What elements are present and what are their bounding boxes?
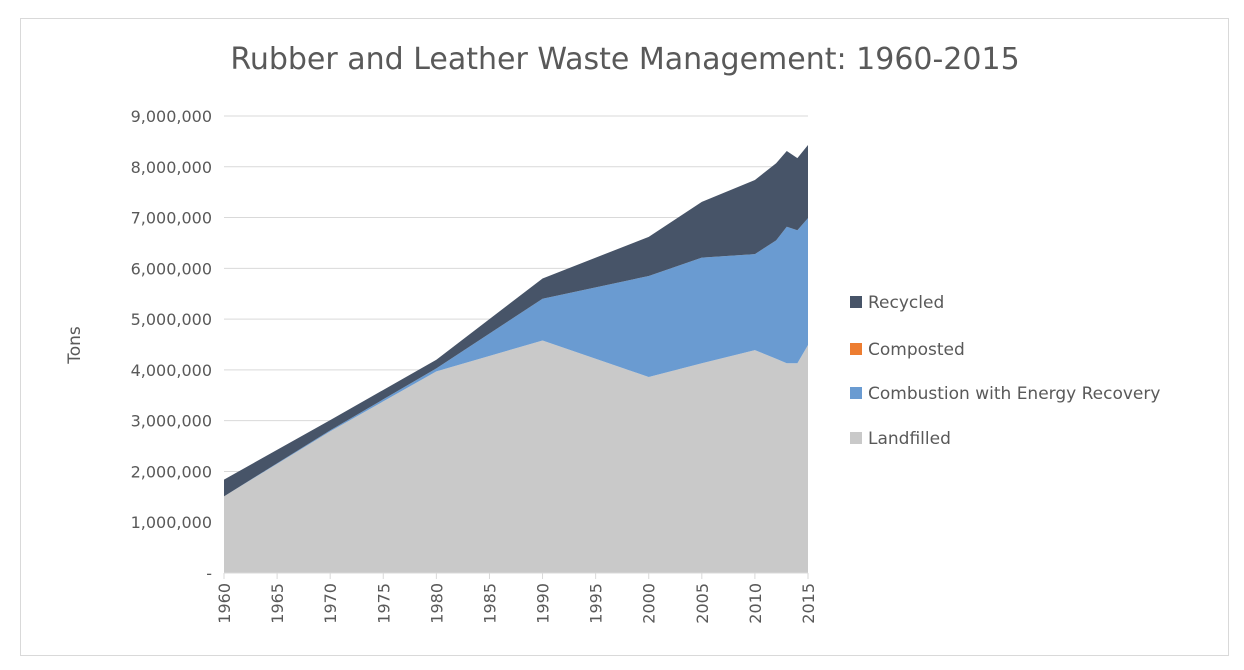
y-tick-label: 5,000,000 xyxy=(131,310,212,329)
area-combustion-with-energy-recovery xyxy=(224,218,808,497)
y-tick-label: 2,000,000 xyxy=(131,462,212,481)
y-tick-label: 8,000,000 xyxy=(131,158,212,177)
legend-label: Recycled xyxy=(868,293,944,313)
y-axis-label: Tons xyxy=(65,326,85,365)
legend-label: Composted xyxy=(868,340,965,360)
y-tick-label: 6,000,000 xyxy=(131,259,212,278)
x-tick-label: 2015 xyxy=(799,583,818,624)
x-tick-label: 1965 xyxy=(268,583,287,624)
legend-swatch xyxy=(850,387,862,399)
x-tick-label: 1975 xyxy=(374,583,393,624)
y-tick-label: - xyxy=(206,564,212,583)
x-tick-label: 2000 xyxy=(640,583,659,624)
area-recycled xyxy=(224,144,808,497)
y-tick-label: 1,000,000 xyxy=(131,513,212,532)
x-tick-label: 1970 xyxy=(321,583,340,624)
x-tick-label: 1990 xyxy=(534,583,553,624)
y-tick-label: 3,000,000 xyxy=(131,412,212,431)
legend-label: Landfilled xyxy=(868,429,951,449)
x-tick-label: 1985 xyxy=(480,583,499,624)
legend-swatch xyxy=(850,343,862,355)
x-tick-label: 1980 xyxy=(427,583,446,624)
chart-title: Rubber and Leather Waste Management: 196… xyxy=(230,42,1020,77)
x-tick-label: 2010 xyxy=(746,583,765,624)
x-tick-label: 1995 xyxy=(587,583,606,624)
y-tick-label: 4,000,000 xyxy=(131,361,212,380)
x-tick-label: 1960 xyxy=(215,583,234,624)
area-landfilled xyxy=(224,340,808,573)
y-tick-label: 7,000,000 xyxy=(131,209,212,228)
legend-swatch xyxy=(850,432,862,444)
y-tick-label: 9,000,000 xyxy=(131,107,212,126)
legend-swatch xyxy=(850,296,862,308)
legend-label: Combustion with Energy Recovery xyxy=(868,384,1160,404)
x-tick-label: 2005 xyxy=(693,583,712,624)
